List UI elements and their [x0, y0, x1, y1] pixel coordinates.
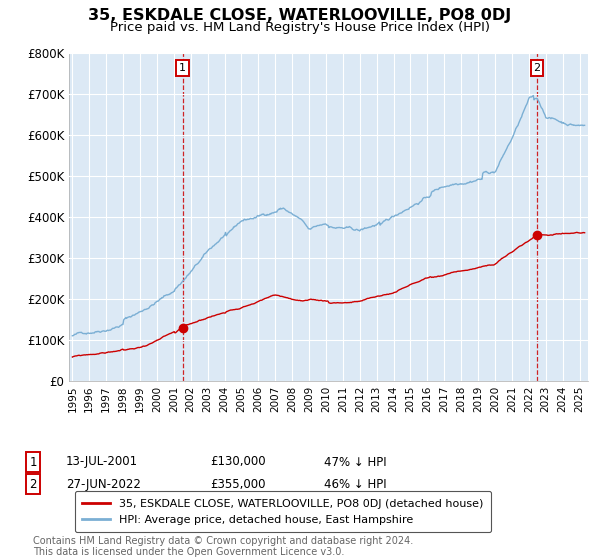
Text: 27-JUN-2022: 27-JUN-2022: [66, 478, 141, 491]
Text: 46% ↓ HPI: 46% ↓ HPI: [324, 478, 386, 491]
Text: Price paid vs. HM Land Registry's House Price Index (HPI): Price paid vs. HM Land Registry's House …: [110, 21, 490, 34]
Text: £355,000: £355,000: [210, 478, 265, 491]
Text: 2: 2: [29, 478, 37, 491]
Text: 1: 1: [29, 455, 37, 469]
Text: 35, ESKDALE CLOSE, WATERLOOVILLE, PO8 0DJ: 35, ESKDALE CLOSE, WATERLOOVILLE, PO8 0D…: [88, 8, 512, 24]
Text: 13-JUL-2001: 13-JUL-2001: [66, 455, 138, 469]
Text: £130,000: £130,000: [210, 455, 266, 469]
Legend: 35, ESKDALE CLOSE, WATERLOOVILLE, PO8 0DJ (detached house), HPI: Average price, : 35, ESKDALE CLOSE, WATERLOOVILLE, PO8 0D…: [74, 491, 491, 533]
Text: Contains HM Land Registry data © Crown copyright and database right 2024.
This d: Contains HM Land Registry data © Crown c…: [33, 535, 413, 557]
Text: 2: 2: [533, 63, 541, 73]
Text: 1: 1: [179, 63, 186, 73]
Text: 47% ↓ HPI: 47% ↓ HPI: [324, 455, 386, 469]
